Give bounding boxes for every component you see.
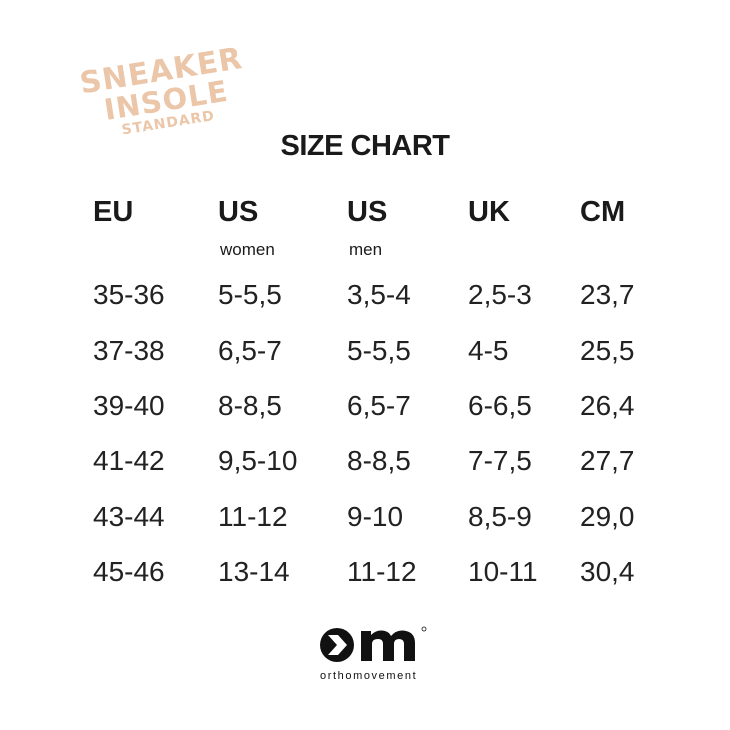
table-cell: 41-42 (93, 445, 165, 476)
table-cell: 6-6,5 (468, 390, 532, 421)
table-cell: 8-8,5 (347, 445, 411, 476)
brand-name: orthomovement (320, 670, 418, 682)
column-subheader: women (220, 240, 275, 259)
table-cell: 10-11 (468, 556, 538, 587)
table-cell: 9,5-10 (218, 445, 298, 476)
column-header: US (218, 196, 259, 228)
table-cell: 8-8,5 (218, 390, 282, 421)
table-cell: 30,4 (580, 556, 635, 587)
table-cell: 11-12 (347, 556, 417, 587)
table-cell: 26,4 (580, 390, 635, 421)
table-cell: 6,5-7 (347, 390, 411, 421)
table-cell: 25,5 (580, 335, 635, 366)
table-cell: 4-5 (468, 335, 509, 366)
column-header: UK (468, 196, 510, 228)
table-cell: 11-12 (218, 501, 288, 532)
table-cell: 9-10 (347, 501, 404, 532)
sneaker-insole-standard-logo: SNEAKER INSOLE STANDARD (68, 23, 245, 145)
table-cell: 35-36 (93, 279, 165, 310)
table-cell: 5-5,5 (218, 279, 282, 310)
table-cell: 5-5,5 (347, 335, 411, 366)
page-title: SIZE CHART (280, 130, 451, 162)
table-cell: 7-7,5 (468, 445, 532, 476)
table-cell: 23,7 (580, 279, 635, 310)
table-cell: 43-44 (93, 501, 165, 532)
column-header: US (347, 196, 388, 228)
table-cell: 27,7 (580, 445, 635, 476)
column-header: EU (93, 196, 134, 228)
column-subheader: men (349, 240, 383, 259)
column-header: CM (580, 196, 626, 228)
table-cell: 6,5-7 (218, 335, 282, 366)
table-cell: 8,5-9 (468, 501, 532, 532)
table-cell: 13-14 (218, 556, 290, 587)
table-cell: 37-38 (93, 335, 165, 366)
orthomovement-logo-icon (320, 626, 427, 662)
table-cell: 3,5-4 (347, 279, 411, 310)
table-cell: 39-40 (93, 390, 165, 421)
table-cell: 29,0 (580, 501, 635, 532)
table-cell: 45-46 (93, 556, 165, 587)
table-cell: 2,5-3 (468, 279, 532, 310)
